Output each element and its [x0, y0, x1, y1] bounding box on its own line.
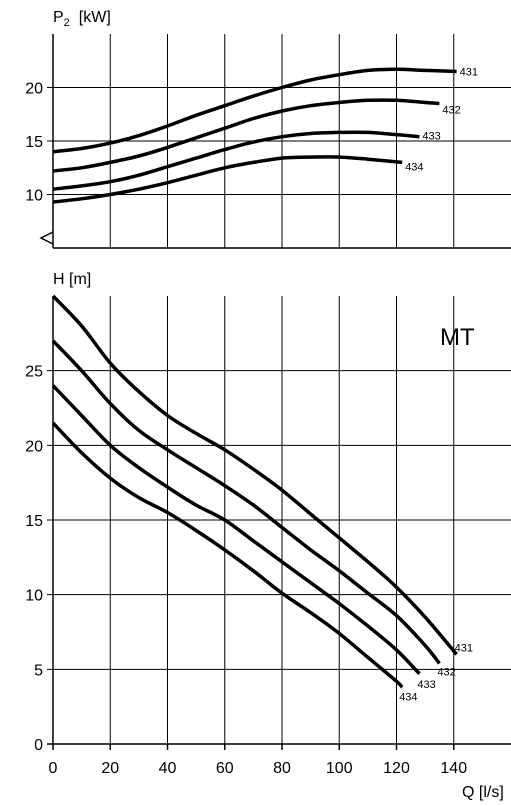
head-ytick-label: 10 [25, 588, 43, 605]
head-curve-432 [51, 339, 441, 665]
power-curve-label-432: 432 [442, 105, 460, 117]
head-xtick-label: 120 [383, 760, 410, 777]
head-xtick-label: 140 [440, 760, 467, 777]
power-curve-label-431: 431 [460, 67, 478, 79]
power-chart-panel: 10 15 20 431 432 433 434 P2 [kW] [25, 9, 511, 249]
power-curve-432 [52, 98, 440, 173]
head-curve-434 [51, 421, 404, 689]
head-xtick-label: 0 [49, 760, 58, 777]
model-annotation: MT [440, 324, 475, 351]
head-ytick-label: 5 [34, 662, 43, 679]
head-ylabel: H [m] [53, 271, 91, 288]
power-curve-433 [52, 130, 420, 191]
power-curve-label-434: 434 [405, 161, 423, 173]
head-ytick-label: 25 [25, 364, 43, 381]
head-curve-label-431: 431 [455, 642, 473, 654]
head-xtick-label: 80 [273, 760, 291, 777]
head-xtick-label: 20 [101, 760, 119, 777]
head-xtick-label: 40 [159, 760, 177, 777]
head-curve-label-434: 434 [399, 691, 417, 703]
power-ytick-label: 10 [25, 188, 43, 205]
head-ytick-label: 0 [34, 737, 43, 754]
head-ytick-label: 20 [25, 438, 43, 455]
head-curves [51, 294, 458, 689]
head-xlabel: Q [l/s] [462, 784, 504, 801]
head-curve-label-432: 432 [437, 666, 455, 678]
power-ylabel: P2 [kW] [53, 9, 111, 29]
power-ytick-label: 20 [25, 81, 43, 98]
power-curve-431 [52, 67, 457, 154]
head-curve-431 [51, 294, 458, 656]
power-labels: 10 15 20 431 432 433 434 [25, 67, 478, 205]
head-curve-433 [51, 384, 421, 676]
head-chart-panel: 0 5 10 15 20 25 0 20 40 60 80 100 120 140 431432433434… [25, 271, 511, 801]
power-curve-434 [52, 155, 403, 204]
power-curves [52, 67, 457, 204]
head-xtick-label: 100 [326, 760, 353, 777]
head-xtick-label: 60 [216, 760, 234, 777]
head-ytick-label: 15 [25, 513, 43, 530]
head-curve-label-433: 433 [417, 679, 435, 691]
power-curve-label-433: 433 [422, 131, 440, 143]
axis-break-icon [39, 231, 54, 245]
power-ytick-label: 15 [25, 134, 43, 151]
